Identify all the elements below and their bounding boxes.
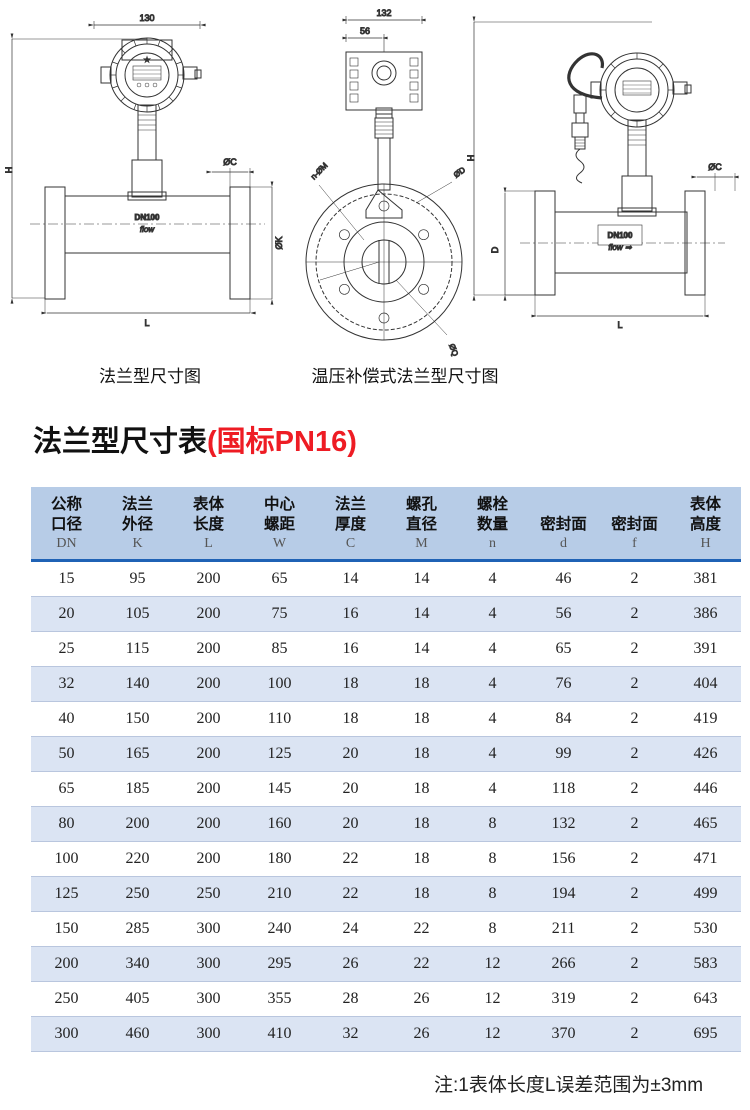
svg-text:ØK: ØK bbox=[274, 236, 284, 249]
svg-text:DN100: DN100 bbox=[608, 231, 633, 240]
svg-text:ØQ: ØQ bbox=[447, 343, 460, 358]
svg-text:DN100: DN100 bbox=[135, 213, 160, 222]
svg-text:D: D bbox=[490, 246, 500, 253]
svg-text:flow: flow bbox=[140, 225, 155, 234]
svg-text:ØC: ØC bbox=[708, 162, 722, 172]
svg-text:H: H bbox=[466, 155, 476, 162]
svg-text:132: 132 bbox=[376, 8, 391, 18]
svg-text:ØD: ØD bbox=[452, 165, 467, 179]
svg-text:L: L bbox=[617, 320, 622, 330]
svg-text:n-ØM: n-ØM bbox=[309, 161, 330, 182]
svg-text:56: 56 bbox=[360, 26, 370, 36]
svg-text:130: 130 bbox=[139, 13, 154, 23]
svg-text:L: L bbox=[144, 318, 149, 328]
svg-text:flow ⇒: flow ⇒ bbox=[608, 243, 631, 252]
svg-text:ØC: ØC bbox=[223, 157, 237, 167]
svg-text:H: H bbox=[4, 167, 14, 174]
